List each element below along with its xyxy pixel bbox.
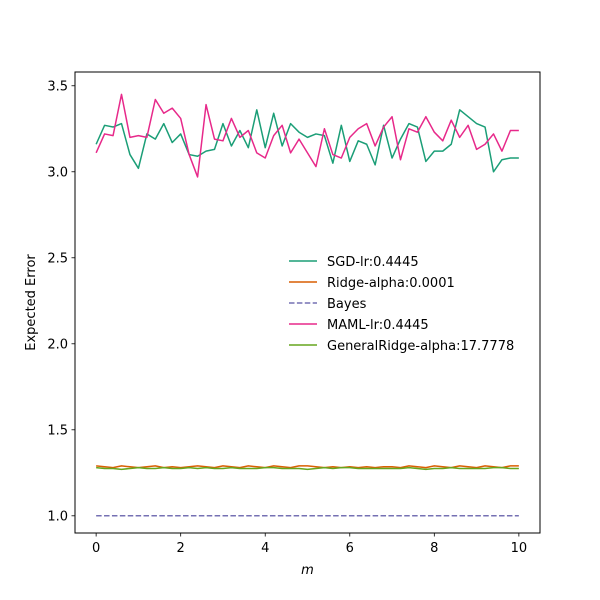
x-tick-label: 8 (430, 541, 438, 556)
x-tick-label: 0 (92, 541, 100, 556)
x-tick-label: 2 (177, 541, 185, 556)
y-axis-label: Expected Error (24, 254, 39, 351)
y-tick-label: 2.5 (47, 251, 68, 266)
legend-label-2: Bayes (327, 297, 367, 312)
y-tick-label: 1.0 (47, 509, 68, 524)
x-tick-label: 6 (346, 541, 354, 556)
legend-label-1: Ridge-alpha:0.0001 (327, 276, 455, 291)
y-tick-label: 3.5 (47, 79, 68, 94)
legend-label-3: MAML-lr:0.4445 (327, 318, 429, 333)
x-tick-label: 4 (261, 541, 269, 556)
y-tick-label: 1.5 (47, 423, 68, 438)
x-tick-label: 10 (511, 541, 528, 556)
x-axis-label: m (301, 563, 314, 578)
y-tick-label: 2.0 (47, 337, 68, 352)
y-tick-label: 3.0 (47, 165, 68, 180)
legend-label-4: GeneralRidge-alpha:17.7778 (327, 339, 514, 354)
legend-label-0: SGD-lr:0.4445 (327, 255, 419, 270)
